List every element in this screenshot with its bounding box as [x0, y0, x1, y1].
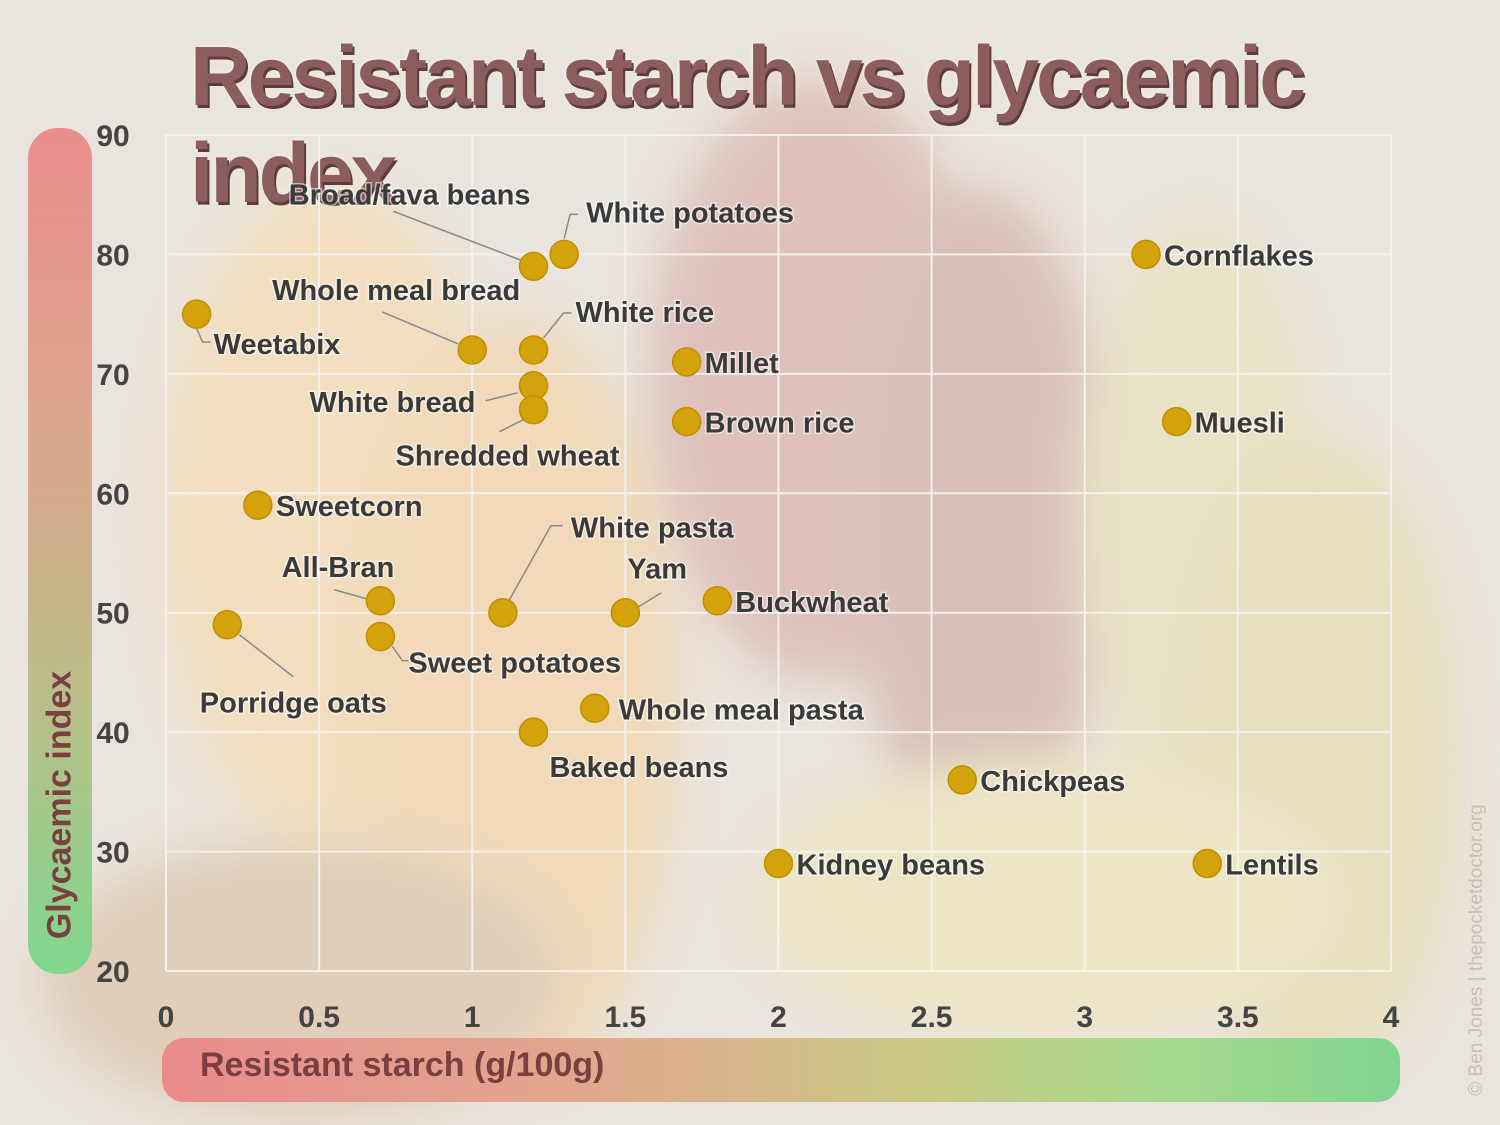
leader-line	[563, 213, 579, 239]
data-point	[518, 251, 549, 282]
data-point	[365, 621, 396, 652]
leader-line	[334, 589, 367, 600]
chart-title: Resistant starch vs glycaemic index	[190, 29, 1306, 220]
data-point	[947, 765, 977, 795]
data-point	[488, 597, 518, 628]
data-point-label: Porridge oats	[200, 688, 387, 720]
y-tick-label: 50	[96, 598, 129, 631]
data-point	[763, 848, 794, 879]
data-point	[702, 586, 732, 616]
data-point-label: Weetabix	[214, 329, 341, 361]
data-point	[671, 347, 702, 377]
x-tick-label: 1	[464, 1001, 481, 1034]
data-point-label: Kidney beans	[797, 850, 986, 882]
x-tick-label: 1.5	[605, 1001, 647, 1034]
data-point	[518, 394, 549, 425]
data-point-label: Broad/fava beans	[289, 179, 531, 211]
data-point-label: White potatoes	[586, 197, 794, 229]
data-point	[518, 717, 549, 747]
data-point	[457, 335, 487, 365]
data-point	[1161, 406, 1192, 437]
data-point-label: Baked beans	[550, 752, 729, 784]
data-point	[181, 299, 212, 329]
data-point	[518, 335, 549, 365]
data-point	[671, 406, 702, 437]
data-point-label: Shredded wheat	[396, 441, 620, 473]
data-point-label: Sweetcorn	[276, 491, 423, 523]
leader-line	[508, 524, 563, 602]
data-point-label: Buckwheat	[735, 587, 888, 619]
x-tick-label: 0.5	[298, 1001, 340, 1034]
data-point	[365, 586, 396, 616]
x-axis-gradient-bar	[162, 1038, 1400, 1102]
data-point-label: Yam	[627, 554, 687, 586]
data-point-label: Chickpeas	[980, 766, 1125, 798]
data-point	[243, 490, 273, 520]
leader-line	[238, 634, 294, 678]
y-tick-label: 30	[96, 837, 129, 870]
data-point	[212, 609, 242, 640]
data-point-label: Lentils	[1225, 850, 1318, 882]
leader-line	[634, 592, 662, 610]
x-tick-label: 0	[158, 1001, 175, 1034]
x-tick-label: 3	[1076, 1001, 1093, 1034]
data-point	[1192, 848, 1222, 879]
leader-line	[499, 419, 524, 433]
leader-line	[391, 646, 409, 662]
y-tick-label: 70	[96, 359, 129, 392]
x-axis-label: Resistant starch (g/100g)	[200, 1046, 605, 1084]
data-point-label: Brown rice	[705, 408, 855, 440]
x-tick-label: 2.5	[911, 1001, 953, 1034]
y-tick-label: 40	[96, 717, 129, 750]
y-tick-label: 60	[96, 478, 129, 511]
leader-line	[542, 312, 572, 339]
data-point	[580, 693, 610, 724]
data-point-label: Millet	[705, 348, 779, 380]
data-point-label: Cornflakes	[1164, 240, 1314, 272]
x-tick-label: 3.5	[1217, 1001, 1259, 1034]
leader-line	[381, 311, 459, 345]
y-tick-label: 90	[96, 120, 129, 153]
y-tick-label: 20	[96, 956, 129, 989]
data-point-label: Whole meal bread	[272, 275, 520, 307]
data-point-label: White pasta	[571, 513, 735, 545]
leader-line	[393, 210, 522, 262]
data-point	[610, 597, 641, 628]
leader-line	[195, 327, 211, 343]
data-point-label: White rice	[576, 297, 715, 329]
data-point-label: Whole meal pasta	[619, 694, 865, 726]
data-point	[549, 239, 579, 270]
data-point-label: Muesli	[1195, 408, 1285, 440]
x-tick-label: 4	[1383, 1001, 1400, 1034]
x-tick-label: 2	[770, 1001, 787, 1034]
data-point	[1131, 239, 1161, 270]
data-point-label: White bread	[310, 387, 476, 419]
leader-line	[485, 392, 518, 402]
data-point-label: Sweet potatoes	[408, 648, 621, 680]
data-point-label: All-Bran	[282, 552, 395, 584]
y-tick-label: 80	[96, 239, 129, 272]
y-axis-gradient-bar	[28, 128, 92, 974]
